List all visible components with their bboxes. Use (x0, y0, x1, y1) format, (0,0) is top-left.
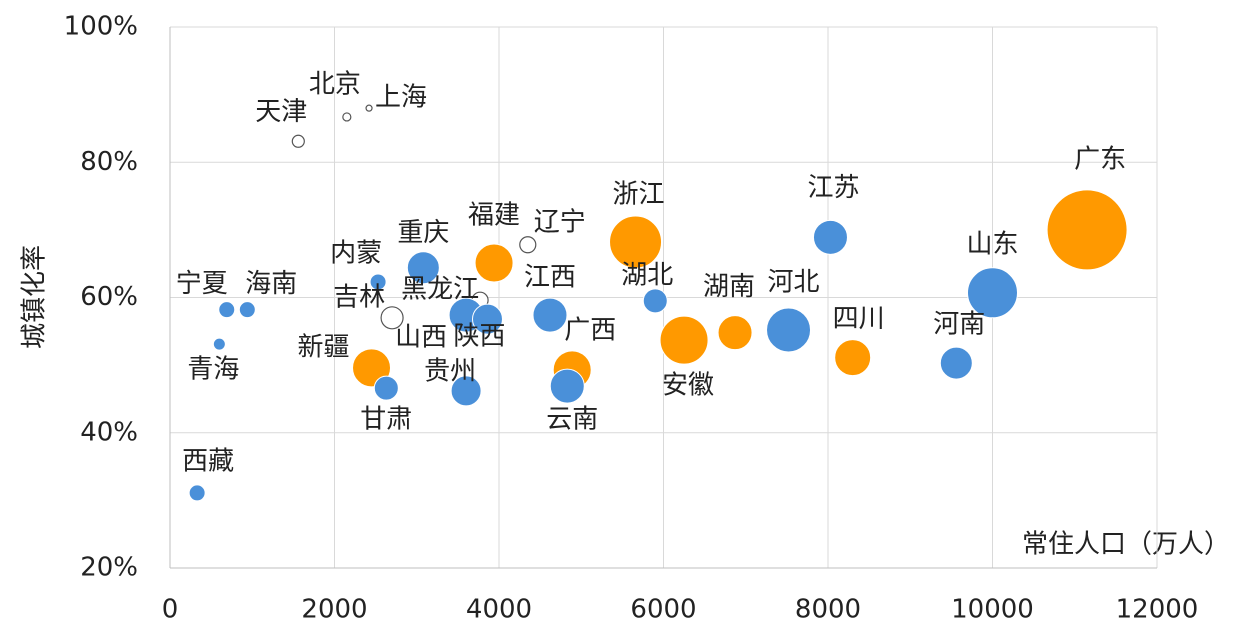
bubble (812, 219, 848, 255)
point-label: 吉林 (333, 282, 385, 312)
y-axis-label: 城镇化率 (20, 245, 50, 349)
x-tick-label: 6000 (630, 595, 696, 625)
point-label: 广东 (1074, 144, 1126, 174)
bubble (609, 215, 663, 269)
point-label: 云南 (546, 405, 598, 435)
x-tick-label: 8000 (795, 595, 861, 625)
bubble (212, 337, 226, 351)
point-label: 天津 (255, 97, 307, 127)
bubble (365, 104, 373, 112)
point-label: 河北 (768, 267, 820, 297)
point-label: 湖北 (621, 260, 673, 290)
point-label: 山东 (966, 229, 1018, 259)
bubble (766, 307, 812, 353)
bubble (218, 301, 236, 319)
bubble (474, 243, 514, 283)
point-label: 山西 (395, 323, 447, 353)
y-tick-label: 80% (80, 147, 138, 177)
bubble (834, 339, 872, 377)
point-label: 内蒙 (330, 238, 382, 268)
point-label: 上海 (375, 83, 427, 113)
x-axis-label: 常住人口（万人） (1022, 530, 1230, 560)
bubble (369, 273, 387, 291)
x-tick-label: 2000 (301, 595, 367, 625)
point-label: 重庆 (397, 218, 449, 248)
bubble (380, 306, 404, 330)
point-label: 江苏 (807, 173, 859, 203)
bubble (291, 134, 305, 148)
bubble (549, 368, 585, 404)
bubble (659, 315, 709, 365)
bubble (717, 315, 753, 351)
point-label: 江西 (524, 263, 576, 293)
point-label: 新疆 (298, 332, 350, 362)
point-label: 广西 (564, 315, 616, 345)
point-label: 湖南 (703, 272, 755, 302)
y-tick-label: 60% (80, 282, 138, 312)
y-tick-label: 40% (80, 417, 138, 447)
bubble (532, 297, 568, 333)
bubble (188, 484, 206, 502)
point-label: 北京 (309, 69, 361, 99)
y-tick-label: 20% (80, 553, 138, 583)
bubble (406, 251, 440, 285)
point-label: 辽宁 (534, 207, 586, 237)
point-label: 宁夏 (176, 269, 228, 299)
bubble (939, 346, 973, 380)
point-label: 贵州 (424, 356, 476, 386)
x-tick-label: 12000 (1116, 595, 1199, 625)
point-label: 陕西 (453, 322, 505, 352)
bubble (519, 236, 537, 254)
point-label: 黑龙江 (401, 275, 479, 305)
point-label: 福建 (468, 201, 520, 231)
bubble (967, 267, 1018, 319)
point-label: 海南 (245, 269, 297, 299)
point-label: 四川 (833, 304, 885, 334)
bubble (1046, 189, 1128, 271)
x-tick-label: 0 (162, 595, 179, 625)
point-label: 西藏 (182, 446, 234, 476)
point-label: 安徽 (662, 371, 714, 401)
bubble (471, 303, 503, 335)
bubble (342, 112, 352, 122)
point-label: 河南 (933, 310, 985, 340)
bubble (450, 375, 482, 407)
point-label: 浙江 (613, 180, 665, 210)
x-tick-label: 10000 (951, 595, 1034, 625)
bubble (373, 375, 399, 401)
bubble (238, 301, 256, 319)
point-label: 甘肃 (360, 405, 412, 435)
point-label: 青海 (187, 355, 239, 385)
bubble (642, 288, 668, 314)
y-tick-label: 100% (64, 12, 138, 42)
x-tick-label: 4000 (466, 595, 532, 625)
